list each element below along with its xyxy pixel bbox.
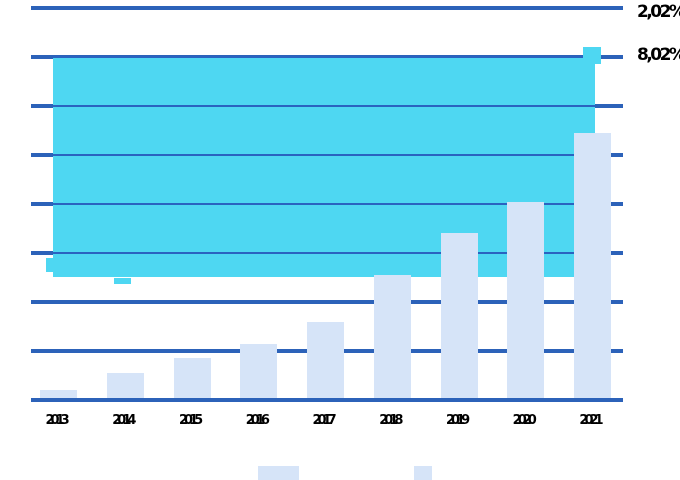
x-axis-label: 2020 (512, 413, 537, 428)
end-value-label: 2,02% (637, 2, 680, 22)
bar (106, 373, 144, 398)
bar (507, 201, 545, 398)
gridline-over-band (53, 105, 595, 107)
x-axis-label: 2021 (579, 413, 603, 428)
bar (240, 343, 278, 398)
bar (173, 358, 211, 398)
gridline-over-band (53, 56, 583, 58)
cyan-band-end-step (583, 47, 601, 64)
x-axis-label: 2014 (112, 413, 136, 428)
gridline-over-band (53, 203, 595, 205)
bar (40, 390, 78, 398)
x-axis-label: 2017 (312, 413, 336, 428)
bar (373, 275, 411, 398)
x-axis-label: 2013 (45, 413, 70, 428)
gridline (31, 6, 623, 10)
bar (574, 132, 612, 398)
bar (307, 321, 345, 398)
bar (440, 233, 478, 398)
gridline-over-band (53, 252, 595, 254)
gridline (31, 300, 623, 304)
gridline-over-band (53, 154, 595, 156)
x-axis-label: 2019 (445, 413, 470, 428)
x-axis-label: 2015 (178, 413, 203, 428)
cyan-band (53, 55, 595, 278)
legend-swatch (258, 466, 299, 480)
end-value-label: 8,02% (637, 45, 680, 65)
x-axis-line (31, 398, 623, 402)
cyan-band-left-tab (45, 258, 54, 272)
cyan-band-bottom-tab (114, 277, 131, 284)
legend-swatch (414, 466, 432, 480)
x-axis-label: 2016 (245, 413, 270, 428)
x-axis-label: 2018 (379, 413, 403, 428)
